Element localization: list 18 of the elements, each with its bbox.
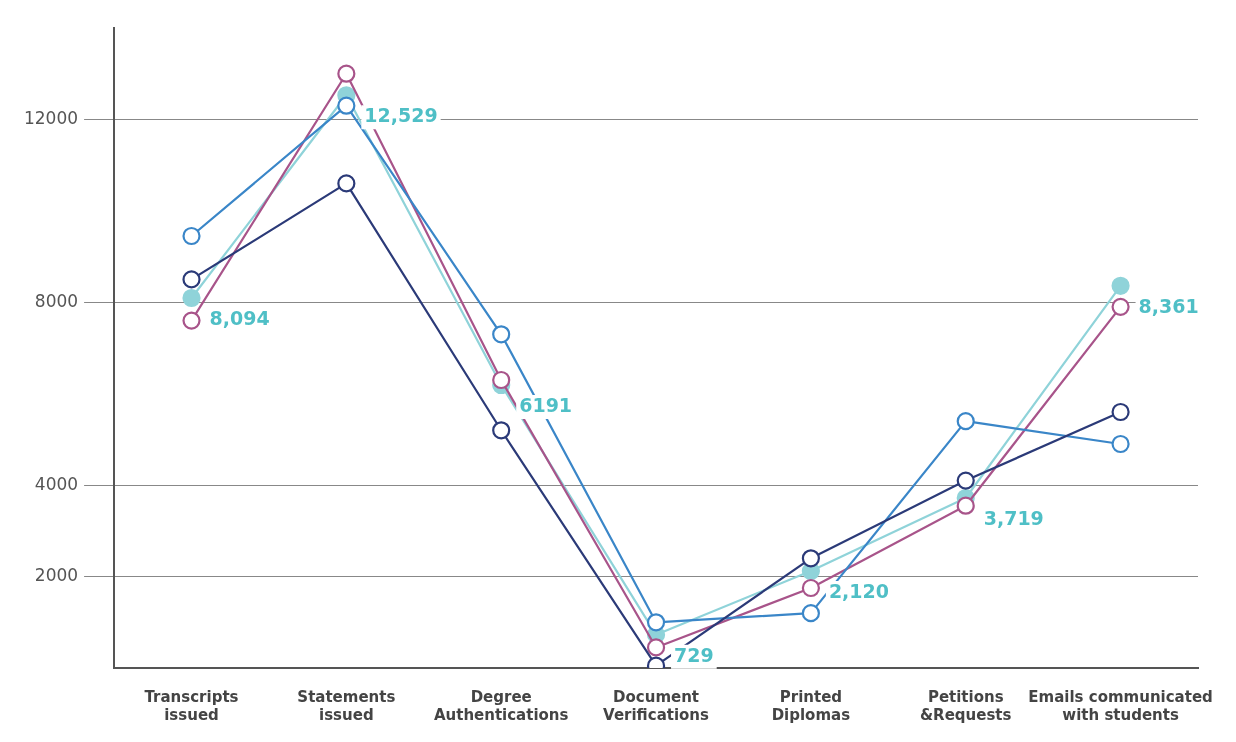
x-tick-label: Degree Authentications: [433, 687, 569, 724]
data-label: 729: [674, 643, 714, 666]
x-tick-label: Petitions &Requests: [920, 687, 1012, 724]
x-tick-label: Emails communicated with students: [1028, 687, 1213, 724]
data-label: 8,361: [1138, 294, 1199, 317]
y-tick-label: 2000: [34, 564, 79, 585]
y-tick-label: 8000: [34, 290, 79, 311]
x-tick-label: Document Verifications: [603, 687, 710, 724]
y-tick-label: 12000: [23, 107, 79, 128]
x-tick-label: Transcripts issued: [144, 687, 239, 724]
x-tick-label: Printed Diplomas: [771, 687, 851, 724]
x-tick-label: Statements issued: [297, 687, 396, 724]
data-label: 3,719: [983, 506, 1044, 529]
y-tick-label: 4000: [34, 473, 79, 494]
data-label: 12,529: [364, 104, 438, 127]
data-label: 2,120: [828, 580, 889, 603]
data-label: 6191: [519, 393, 573, 416]
data-label: 8,094: [209, 306, 270, 329]
